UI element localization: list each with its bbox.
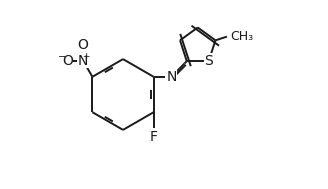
Text: CH₃: CH₃ [230,30,253,43]
Text: −: − [58,52,67,62]
Text: O: O [78,38,89,52]
Text: O: O [62,54,73,68]
Text: +: + [82,52,90,61]
Text: F: F [150,130,158,144]
Text: N: N [166,70,176,84]
Text: N: N [78,54,88,68]
Text: S: S [204,54,213,68]
